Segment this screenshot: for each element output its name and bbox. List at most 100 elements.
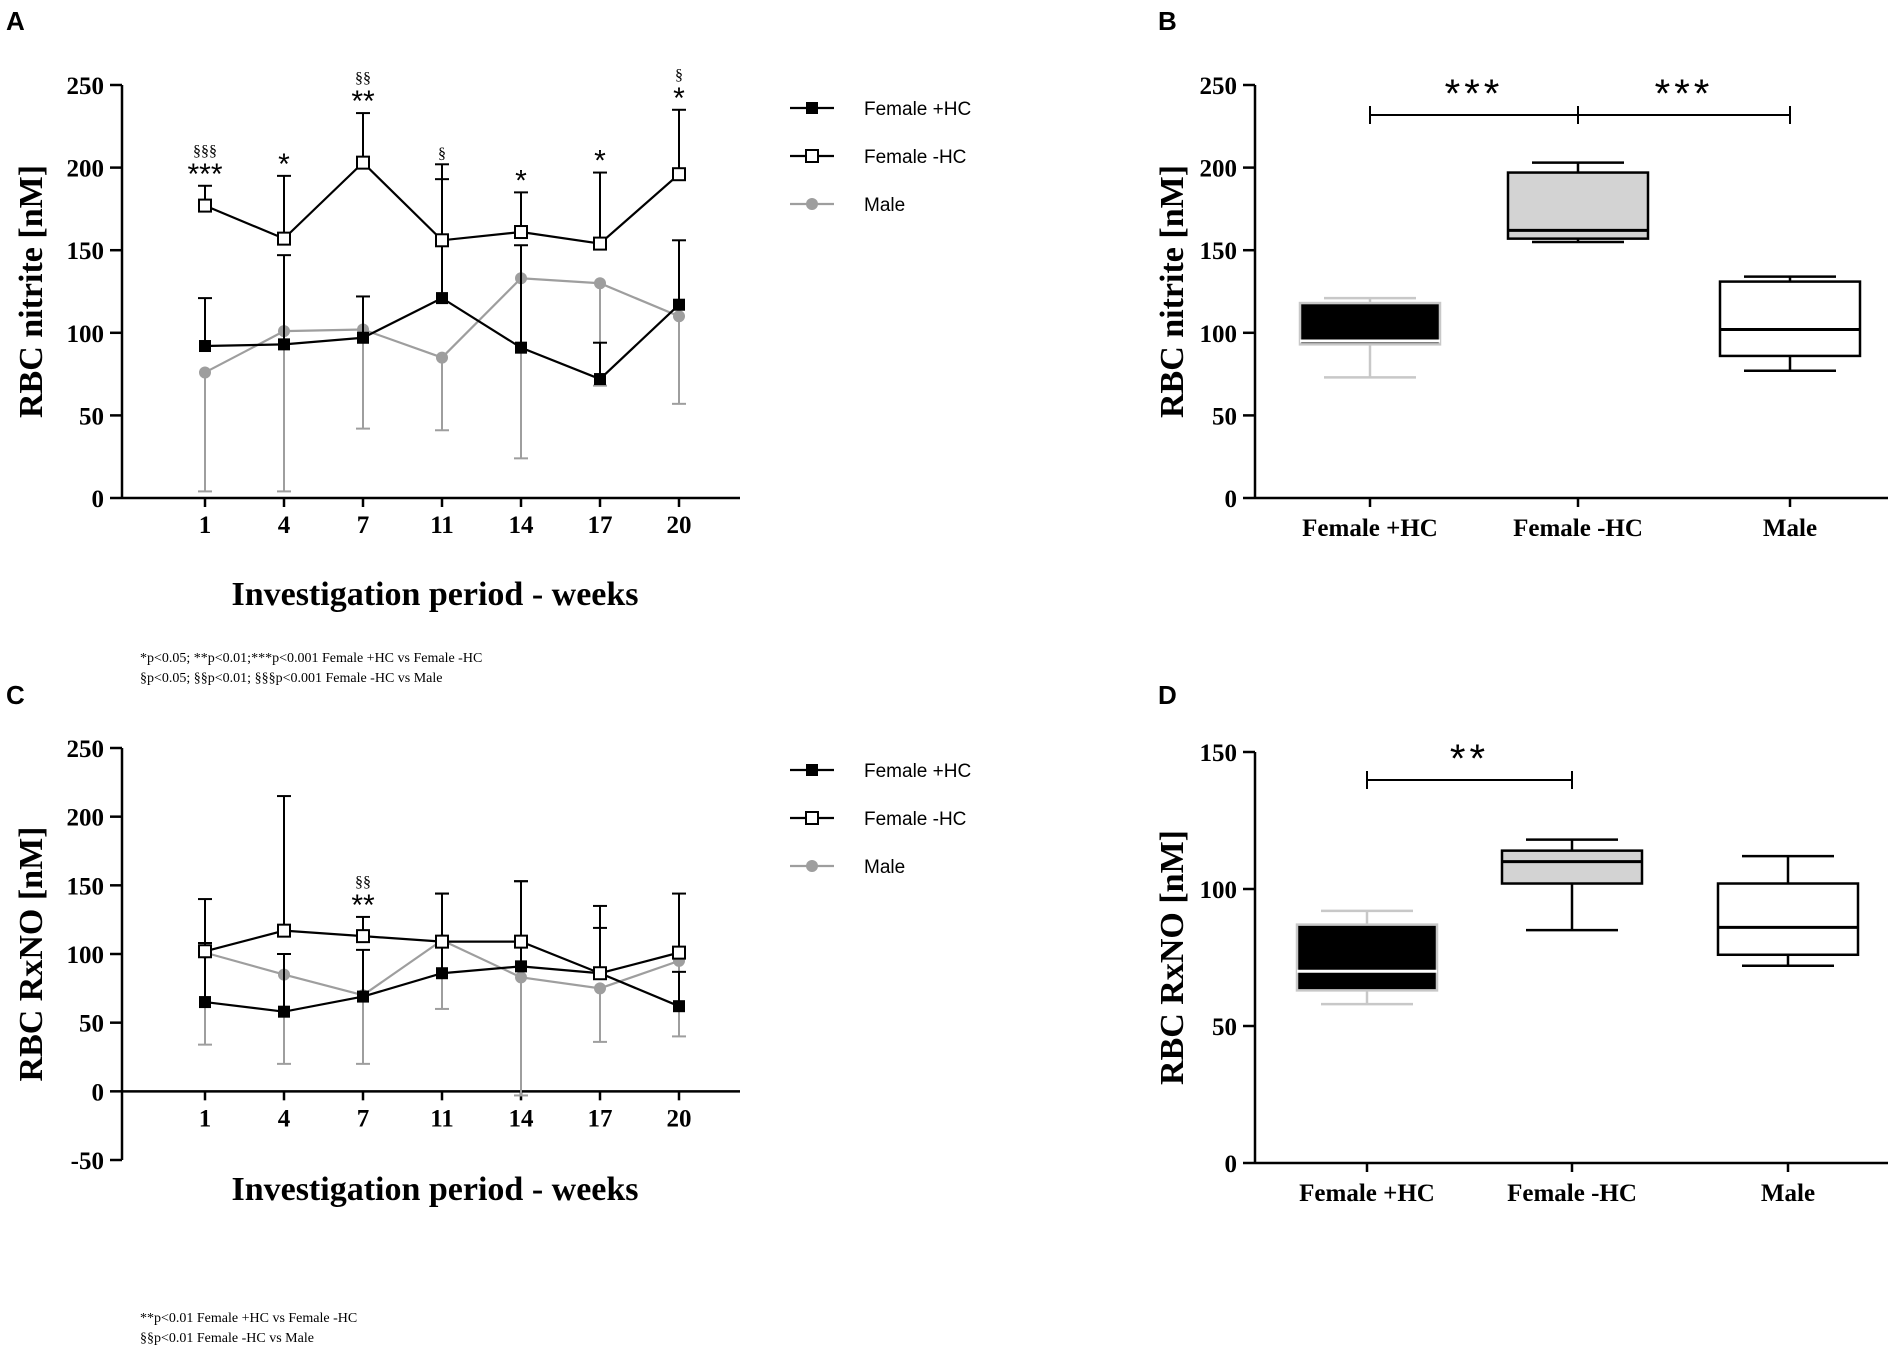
box-white bbox=[1716, 882, 1860, 957]
y-tick-label: 100 bbox=[1200, 877, 1238, 904]
significance-stars: ** bbox=[1450, 737, 1489, 781]
panel-label-c: C bbox=[6, 680, 25, 710]
data-point-female-minus-hc bbox=[593, 236, 607, 251]
x-tick-label: 4 bbox=[278, 512, 291, 539]
panel-label-d: D bbox=[1158, 680, 1177, 710]
box-white bbox=[1718, 280, 1862, 358]
significance-stars: *** bbox=[1445, 72, 1504, 116]
legend-marker bbox=[806, 764, 818, 776]
y-tick-label: 100 bbox=[1200, 321, 1238, 348]
x-tick-label: Female +HC bbox=[1299, 1180, 1435, 1207]
data-point-female-minus-hc bbox=[514, 225, 528, 240]
data-point-female-plus-hc bbox=[199, 996, 211, 1009]
data-point-female-plus-hc bbox=[278, 338, 290, 351]
y-tick-label: 0 bbox=[92, 486, 105, 513]
legend-marker bbox=[806, 860, 818, 872]
panel-label-a: A bbox=[6, 6, 25, 36]
data-point-male bbox=[673, 310, 685, 323]
data-point-female-minus-hc bbox=[198, 198, 212, 213]
y-tick-label: -50 bbox=[71, 1148, 104, 1175]
data-point-male bbox=[594, 982, 606, 995]
y-tick-label: 150 bbox=[1200, 740, 1238, 767]
legend-label: Female -HC bbox=[864, 809, 966, 830]
significance-section: § bbox=[675, 67, 683, 84]
x-tick-label: 14 bbox=[509, 512, 535, 539]
box-gray bbox=[1500, 849, 1644, 885]
y-tick-label: 0 bbox=[1225, 486, 1238, 513]
legend-marker bbox=[805, 811, 819, 825]
x-axis-title: Investigation period - weeks bbox=[231, 1171, 638, 1208]
x-tick-label: 17 bbox=[588, 512, 613, 539]
footnote-c-line1: **p<0.01 Female +HC vs Female -HC bbox=[140, 1311, 357, 1326]
x-tick-label: 11 bbox=[430, 512, 454, 539]
y-tick-label: 0 bbox=[92, 1079, 105, 1106]
x-tick-label: 20 bbox=[667, 1105, 692, 1132]
data-point-female-plus-hc bbox=[199, 340, 211, 353]
panel-b-box-plot: 0 50 100 150 200 250 RBC nitrite [nM] Female +H… bbox=[1154, 72, 1888, 542]
significance-star: *** bbox=[187, 158, 222, 191]
significance-star: ** bbox=[351, 889, 375, 922]
data-point-female-plus-hc bbox=[278, 1005, 290, 1018]
x-tick-label: Female +HC bbox=[1302, 515, 1438, 542]
footnote-a-line1: *p<0.05; **p<0.01;***p<0.001 Female +HC … bbox=[140, 651, 482, 666]
data-point-female-plus-hc bbox=[515, 960, 527, 973]
significance-star: ** bbox=[351, 85, 375, 118]
y-tick-label: 100 bbox=[67, 942, 105, 969]
data-point-female-minus-hc bbox=[593, 966, 607, 981]
significance-stars: *** bbox=[1655, 72, 1714, 116]
data-point-male bbox=[199, 366, 211, 379]
y-tick-label: 50 bbox=[1212, 403, 1237, 430]
data-point-male bbox=[594, 277, 606, 290]
y-tick-label: 200 bbox=[67, 805, 105, 832]
data-point-female-plus-hc bbox=[515, 341, 527, 354]
significance-section: §§ bbox=[355, 874, 371, 891]
legend-marker bbox=[805, 149, 819, 163]
data-point-female-minus-hc bbox=[514, 934, 528, 949]
x-tick-label: Female -HC bbox=[1513, 515, 1643, 542]
y-axis-title: RBC nitrite [nM] bbox=[1154, 165, 1191, 418]
legend-marker bbox=[806, 102, 818, 114]
legend-label: Male bbox=[864, 195, 905, 216]
data-point-female-plus-hc bbox=[594, 373, 606, 386]
data-point-female-plus-hc bbox=[673, 298, 685, 311]
data-point-female-minus-hc bbox=[277, 231, 291, 246]
x-tick-label: 14 bbox=[509, 1105, 535, 1132]
x-axis-title: Investigation period - weeks bbox=[231, 576, 638, 613]
x-tick-label: 17 bbox=[588, 1105, 613, 1132]
x-tick-label: 1 bbox=[199, 1105, 212, 1132]
data-point-female-plus-hc bbox=[436, 967, 448, 980]
significance-star: * bbox=[673, 82, 685, 115]
y-tick-label: 50 bbox=[1212, 1014, 1237, 1041]
y-tick-label: 150 bbox=[1200, 238, 1238, 265]
data-point-female-plus-hc bbox=[436, 292, 448, 305]
y-axis-title: RBC nitrite [nM] bbox=[13, 165, 50, 418]
x-tick-label: Male bbox=[1763, 515, 1817, 542]
y-tick-label: 200 bbox=[67, 156, 105, 183]
x-tick-label: 20 bbox=[667, 512, 692, 539]
legend-label: Female +HC bbox=[864, 761, 971, 782]
y-tick-label: 250 bbox=[1200, 73, 1238, 100]
legend-marker bbox=[806, 198, 818, 210]
y-axis-title: RBC RxNO [nM] bbox=[1154, 830, 1191, 1085]
data-point-female-minus-hc bbox=[198, 944, 212, 959]
legend-label: Female -HC bbox=[864, 147, 966, 168]
x-tick-label: 11 bbox=[430, 1105, 454, 1132]
panel-d-box-plot: 0 50 100 150 RBC RxNO [nM] Female +HC Female -… bbox=[1154, 737, 1888, 1207]
data-point-female-minus-hc bbox=[435, 934, 449, 949]
x-tick-label: 4 bbox=[278, 1105, 291, 1132]
significance-star: * bbox=[594, 145, 606, 178]
y-tick-label: 50 bbox=[79, 403, 104, 430]
data-point-female-plus-hc bbox=[673, 1000, 685, 1013]
data-point-female-minus-hc bbox=[672, 945, 686, 960]
panel-label-b: B bbox=[1158, 6, 1177, 36]
y-axis-title: RBC RxNO [nM] bbox=[13, 827, 50, 1082]
significance-star: * bbox=[278, 148, 290, 181]
significance-section: § bbox=[438, 145, 446, 162]
legend-label: Male bbox=[864, 857, 905, 878]
x-tick-label: Female -HC bbox=[1507, 1180, 1637, 1207]
significance-section: §§§ bbox=[193, 143, 217, 160]
x-tick-label: 7 bbox=[357, 512, 370, 539]
footnote-c-line2: §§p<0.01 Female -HC vs Male bbox=[140, 1331, 314, 1346]
